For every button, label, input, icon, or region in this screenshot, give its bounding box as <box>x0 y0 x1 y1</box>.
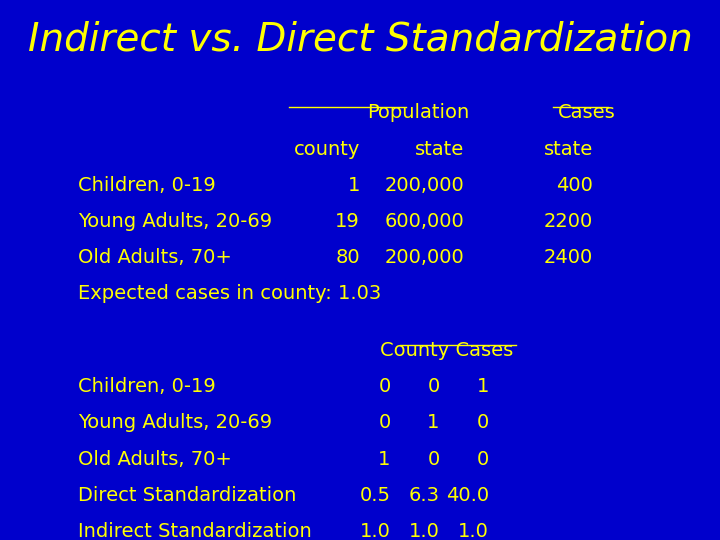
Text: Indirect Standardization: Indirect Standardization <box>78 522 312 540</box>
Text: 80: 80 <box>336 248 360 267</box>
Text: 2200: 2200 <box>544 212 593 231</box>
Text: 200,000: 200,000 <box>384 176 464 195</box>
Text: 0: 0 <box>379 414 391 433</box>
Text: Indirect vs. Direct Standardization: Indirect vs. Direct Standardization <box>27 21 693 59</box>
Text: Direct Standardization: Direct Standardization <box>78 486 297 505</box>
Text: county: county <box>294 139 360 159</box>
Text: 2400: 2400 <box>544 248 593 267</box>
Text: County Cases: County Cases <box>380 341 513 360</box>
Text: Old Adults, 70+: Old Adults, 70+ <box>78 248 232 267</box>
Text: Young Adults, 20-69: Young Adults, 20-69 <box>78 212 272 231</box>
Text: Population: Population <box>367 103 469 123</box>
Text: 1: 1 <box>348 176 360 195</box>
Text: state: state <box>415 139 464 159</box>
Text: 0: 0 <box>477 450 489 469</box>
Text: 1.0: 1.0 <box>360 522 391 540</box>
Text: Children, 0-19: Children, 0-19 <box>78 377 216 396</box>
Text: 0: 0 <box>428 450 440 469</box>
Text: 1: 1 <box>477 377 489 396</box>
Text: 0: 0 <box>428 377 440 396</box>
Text: Old Adults, 70+: Old Adults, 70+ <box>78 450 232 469</box>
Text: 1.0: 1.0 <box>458 522 489 540</box>
Text: Cases: Cases <box>558 103 616 123</box>
Text: state: state <box>544 139 593 159</box>
Text: Expected cases in county: 1.03: Expected cases in county: 1.03 <box>78 284 381 303</box>
Text: 0: 0 <box>379 377 391 396</box>
Text: 200,000: 200,000 <box>384 248 464 267</box>
Text: 0.5: 0.5 <box>360 486 391 505</box>
Text: 1: 1 <box>428 414 440 433</box>
Text: 0: 0 <box>477 414 489 433</box>
Text: 19: 19 <box>336 212 360 231</box>
Text: 40.0: 40.0 <box>446 486 489 505</box>
Text: 1.0: 1.0 <box>409 522 440 540</box>
Text: Children, 0-19: Children, 0-19 <box>78 176 216 195</box>
Text: 1: 1 <box>378 450 391 469</box>
Text: 6.3: 6.3 <box>409 486 440 505</box>
Text: 600,000: 600,000 <box>384 212 464 231</box>
Text: Young Adults, 20-69: Young Adults, 20-69 <box>78 414 272 433</box>
Text: 400: 400 <box>556 176 593 195</box>
